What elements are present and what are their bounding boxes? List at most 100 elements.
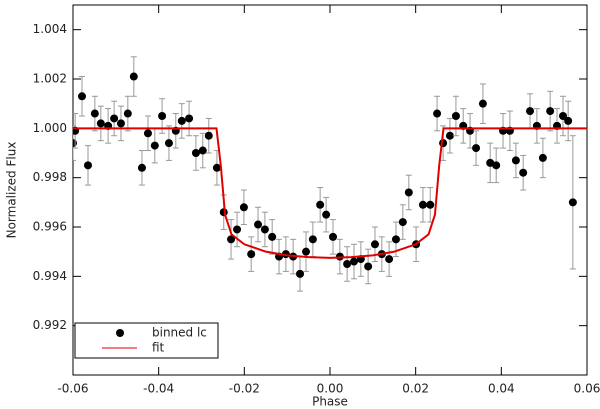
data-point	[137, 163, 146, 172]
point-group	[404, 174, 413, 211]
point-group	[459, 108, 468, 144]
data-point	[77, 92, 86, 101]
data-point	[110, 114, 119, 123]
data-point	[391, 235, 400, 244]
data-point	[492, 161, 501, 170]
point-group	[116, 105, 125, 142]
data-point	[116, 119, 125, 128]
point-group	[96, 105, 105, 142]
point-group	[546, 90, 555, 132]
point-group	[478, 83, 487, 124]
y-tick-label: 1.004	[33, 22, 67, 36]
legend-label: binned lc	[152, 326, 207, 340]
point-group	[433, 95, 442, 132]
point-group	[343, 246, 352, 282]
x-tick-label: 0.02	[402, 382, 429, 396]
point-group	[296, 256, 305, 292]
point-group	[526, 93, 535, 129]
data-point	[349, 257, 358, 266]
y-tick-label: 1.000	[33, 121, 67, 135]
plot-frame	[72, 4, 588, 376]
data-point	[433, 109, 442, 118]
point-group	[466, 113, 475, 149]
y-tick-label: 0.998	[33, 170, 67, 184]
x-axis-title: Phase	[312, 395, 348, 409]
point-group	[254, 206, 263, 243]
point-group	[364, 248, 373, 285]
point-group	[349, 243, 358, 280]
data-point	[164, 139, 173, 148]
point-group	[212, 150, 221, 186]
data-point	[568, 198, 577, 207]
data-point	[451, 112, 460, 120]
data-point	[143, 129, 152, 138]
data-point	[519, 168, 528, 177]
point-group	[511, 142, 520, 179]
point-group	[73, 113, 80, 149]
point-group	[505, 110, 514, 152]
point-group	[519, 154, 528, 191]
point-group	[260, 211, 269, 248]
point-group	[451, 95, 460, 137]
data-point	[268, 232, 277, 241]
point-group	[158, 98, 167, 134]
data-point	[185, 114, 194, 123]
point-group	[275, 238, 284, 275]
point-group	[322, 196, 331, 233]
point-group	[492, 147, 501, 184]
point-group	[268, 219, 277, 255]
point-group	[104, 108, 113, 144]
point-group	[418, 187, 427, 223]
point-group	[164, 125, 173, 161]
point-group	[302, 231, 311, 272]
point-group	[532, 108, 541, 144]
point-group	[445, 117, 454, 154]
point-group	[398, 204, 407, 240]
point-group	[568, 135, 577, 270]
data-point	[198, 146, 207, 155]
data-point	[90, 109, 99, 118]
data-point	[511, 156, 520, 165]
data-point	[370, 240, 379, 249]
point-group	[143, 115, 152, 152]
y-tick-label: 1.002	[33, 72, 67, 86]
data-point	[177, 116, 186, 125]
x-tick-label: -0.06	[57, 382, 88, 396]
point-group	[426, 187, 435, 223]
point-group	[110, 100, 119, 137]
point-group	[247, 236, 256, 272]
x-tick-label: 0.06	[574, 382, 600, 396]
data-point	[227, 235, 236, 244]
data-point	[296, 269, 305, 278]
data-point	[123, 109, 132, 118]
fit-line	[73, 127, 587, 259]
data-point	[316, 200, 325, 209]
point-group	[204, 117, 213, 154]
data-point	[564, 116, 573, 125]
point-group	[123, 95, 132, 132]
data-point	[546, 107, 555, 116]
data-point	[191, 149, 200, 157]
point-group	[559, 95, 568, 137]
data-point	[212, 163, 221, 172]
data-point	[233, 225, 242, 234]
data-point	[254, 220, 263, 229]
point-group	[538, 137, 547, 179]
point-group	[356, 241, 365, 277]
point-group	[90, 95, 99, 132]
data-point	[247, 250, 256, 259]
data-point	[73, 139, 77, 148]
data-point	[445, 131, 454, 140]
data-point	[486, 158, 495, 167]
point-group	[233, 211, 242, 248]
point-group	[328, 219, 337, 255]
legend-marker	[116, 329, 124, 337]
point-group	[137, 150, 146, 186]
data-point	[204, 131, 213, 140]
point-group	[191, 135, 200, 171]
data-point	[260, 225, 269, 234]
data-point	[239, 203, 248, 212]
data-point	[538, 153, 547, 162]
